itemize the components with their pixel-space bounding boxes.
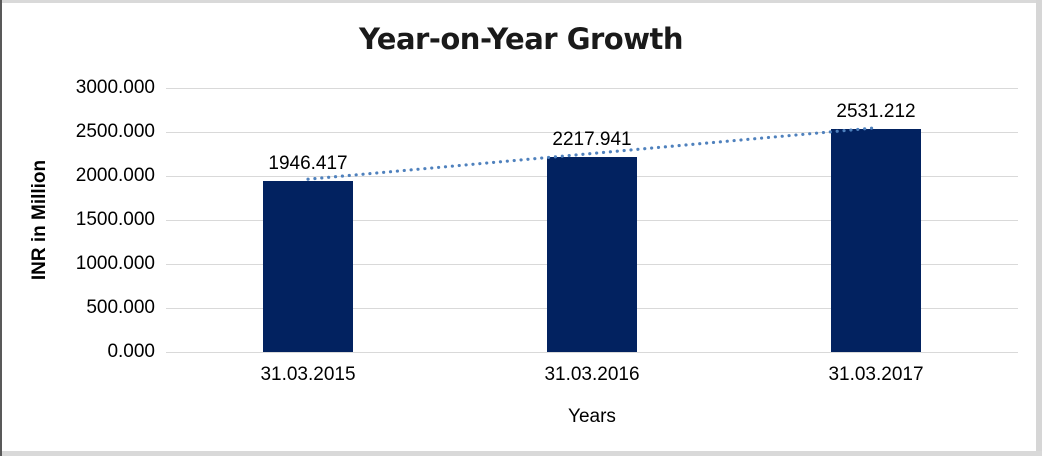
frame-border-right: [1036, 0, 1042, 456]
y-axis-title: INR in Million: [29, 159, 50, 281]
x-tick-label: 31.03.2016: [544, 364, 640, 385]
y-tick-label: 1000.000: [75, 253, 155, 274]
y-tick-label: 2000.000: [75, 165, 155, 186]
x-axis-title: Years: [568, 406, 616, 427]
x-tick-label: 31.03.2017: [828, 364, 924, 385]
bar-31.03.2017: [831, 129, 921, 352]
gridline: [166, 352, 1018, 353]
y-tick-label: 1500.000: [75, 209, 155, 230]
bar-31.03.2016: [547, 157, 637, 352]
y-tick-label: 2500.000: [75, 121, 155, 142]
frame-border-top: [0, 0, 1042, 3]
chart-title: Year-on-Year Growth: [358, 22, 684, 56]
bar-value-label: 2531.212: [836, 101, 916, 122]
x-tick-label: 31.03.2015: [260, 364, 356, 385]
gridline: [166, 88, 1018, 89]
frame-border-left: [0, 0, 2, 456]
y-tick-label: 0.000: [107, 341, 155, 362]
bar-31.03.2015: [263, 181, 353, 352]
frame-border-bottom: [0, 451, 1042, 456]
bar-value-label: 2217.941: [552, 129, 632, 150]
y-tick-label: 500.000: [86, 297, 155, 318]
y-tick-label: 3000.000: [75, 77, 155, 98]
bar-value-label: 1946.417: [268, 153, 348, 174]
